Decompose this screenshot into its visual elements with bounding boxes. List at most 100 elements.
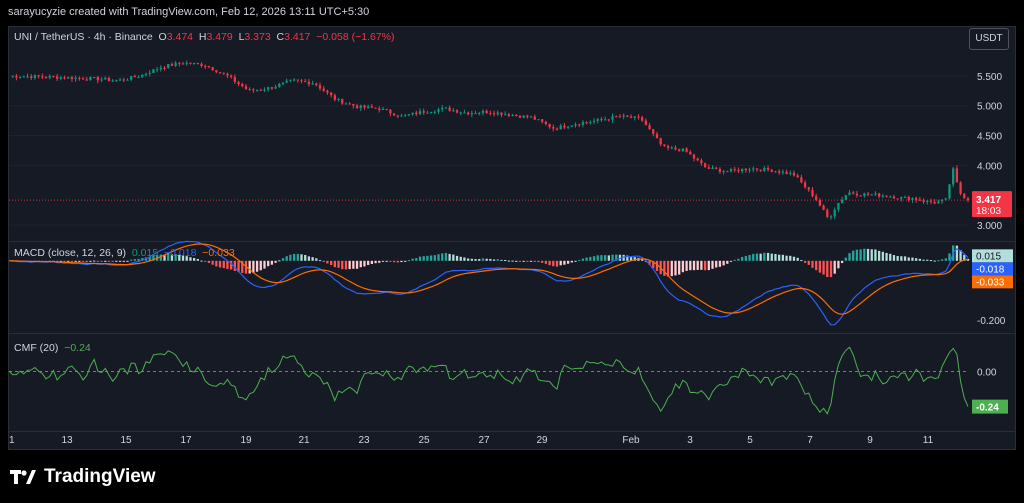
candle-body xyxy=(674,147,677,150)
candle-body xyxy=(748,169,751,171)
macd-legend: MACD (close, 12, 26, 9) 0.015 −0.018 −0.… xyxy=(14,247,235,259)
candle-body xyxy=(426,112,429,114)
macd-histogram-bar xyxy=(363,260,366,267)
candle-body xyxy=(807,187,810,190)
macd-histogram-bar xyxy=(404,260,407,262)
macd-histogram-bar xyxy=(181,255,185,261)
candle-body xyxy=(437,109,440,112)
macd-histogram-bar xyxy=(448,253,451,261)
macd-signal-line xyxy=(9,243,969,315)
candle-body xyxy=(911,198,914,200)
cmf-value-badge xyxy=(972,399,1008,414)
candle-body xyxy=(126,79,129,81)
candle-body xyxy=(870,194,873,196)
macd-histogram-bar xyxy=(570,260,573,263)
macd-histogram-bar xyxy=(59,260,62,262)
close-value: 3.417 xyxy=(284,31,311,43)
macd-histogram-bar xyxy=(122,260,125,262)
macd-histogram-bar xyxy=(585,257,588,261)
macd-histogram-bar xyxy=(678,260,681,275)
candle-body xyxy=(818,199,822,206)
currency-button[interactable]: USDT xyxy=(969,28,1009,50)
candle-body xyxy=(422,111,425,113)
candle-body xyxy=(811,189,814,197)
macd-histogram-bar xyxy=(744,255,747,261)
candle-body xyxy=(596,119,599,121)
symbol-label[interactable]: UNI / TetherUS · 4h · Binance xyxy=(14,31,153,43)
candle-body xyxy=(359,105,362,109)
macd-histogram-bar xyxy=(463,257,466,261)
macd-histogram-bar xyxy=(933,260,936,262)
macd-histogram-bar xyxy=(518,260,522,262)
cmf-label[interactable]: CMF (20) xyxy=(14,342,59,354)
candle-body xyxy=(622,115,625,117)
tradingview-brand[interactable]: TradingView xyxy=(10,466,156,488)
macd-histogram-bar xyxy=(304,254,307,261)
candle-body xyxy=(255,89,259,91)
candle-body xyxy=(877,193,881,197)
macd-label[interactable]: MACD (close, 12, 26, 9) xyxy=(14,247,127,259)
candle-body xyxy=(611,116,614,120)
macd-histogram-bar xyxy=(929,260,933,262)
macd-histogram-bar xyxy=(955,245,959,261)
candle-body xyxy=(400,115,403,117)
candle-body xyxy=(433,111,436,113)
macd-histogram-bar xyxy=(307,256,311,261)
candle-body xyxy=(89,77,92,81)
candle-body xyxy=(233,77,237,82)
macd-histogram-bar xyxy=(852,250,855,261)
macd-histogram-bar xyxy=(466,258,470,261)
macd-histogram-bar xyxy=(137,258,140,261)
macd-histogram-bar xyxy=(481,258,485,261)
candle-body xyxy=(252,89,255,91)
macd-histogram-bar xyxy=(322,260,325,262)
macd-histogram-bar xyxy=(803,260,807,263)
macd-histogram-bar xyxy=(937,260,940,262)
candle-body xyxy=(270,87,274,89)
price-y-tick-label: 4.500 xyxy=(977,132,1002,143)
macd-histogram-bar xyxy=(196,258,199,261)
candle-body xyxy=(337,98,340,100)
macd-histogram-bar xyxy=(896,256,899,261)
macd-histogram-bar xyxy=(496,259,499,261)
macd-histogram-bar xyxy=(426,255,429,261)
low-value: 3.373 xyxy=(244,31,271,43)
candle-body xyxy=(589,122,592,124)
macd-histogram-bar xyxy=(918,258,922,261)
price-legend: UNI / TetherUS · 4h · Binance O3.474 H3.… xyxy=(14,31,394,43)
macd-histogram-bar xyxy=(870,249,873,261)
candle-body xyxy=(711,167,714,169)
macd-histogram-bar xyxy=(411,258,414,261)
candle-body xyxy=(26,76,29,78)
candle-body xyxy=(329,92,333,96)
macd-histogram-bar xyxy=(326,260,329,264)
candle-body xyxy=(452,110,455,112)
macd-histogram-bar xyxy=(126,260,129,262)
candle-body xyxy=(600,119,603,121)
chart-area[interactable] xyxy=(8,26,1016,450)
candle-body xyxy=(659,138,662,145)
macd-histogram-bar xyxy=(311,257,314,261)
x-tick-label: 13 xyxy=(61,435,73,446)
candle-body xyxy=(278,83,281,87)
macd-histogram-bar xyxy=(237,260,240,273)
candle-body xyxy=(829,216,833,218)
candle-body xyxy=(666,145,670,148)
macd-histogram-bar xyxy=(566,260,570,264)
candle-body xyxy=(311,83,314,85)
macd-histogram-bar xyxy=(807,260,810,265)
candle-body xyxy=(715,167,718,169)
macd-histogram-bar xyxy=(367,260,370,265)
candle-body xyxy=(885,195,888,197)
macd-histogram-bar xyxy=(815,260,818,271)
cmf-y-tick-label: 0.00 xyxy=(977,368,997,379)
candle-body xyxy=(752,168,755,170)
candle-body xyxy=(244,86,248,90)
candle-body xyxy=(507,114,511,116)
candle-body xyxy=(181,63,185,65)
macd-histogram-bar xyxy=(855,249,859,261)
candle-body xyxy=(592,120,596,123)
macd-histogram-bar xyxy=(770,253,773,261)
macd-histogram-bar xyxy=(507,260,511,262)
macd-histogram-bar xyxy=(241,260,244,273)
